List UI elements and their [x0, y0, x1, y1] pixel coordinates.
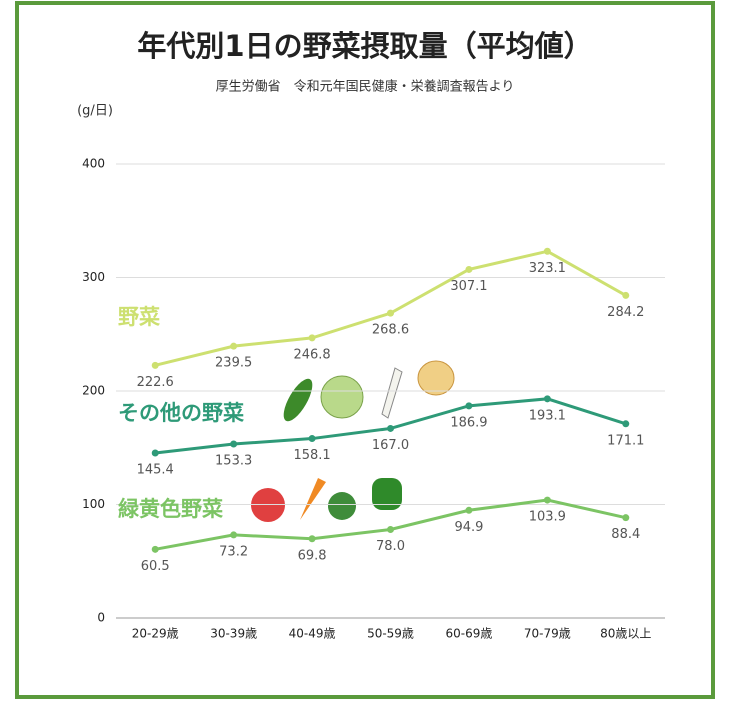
data-label: 307.1 — [450, 279, 487, 294]
data-label: 222.6 — [137, 375, 174, 390]
x-tick-label: 40-49歳 — [289, 627, 336, 641]
series-label: 野菜 — [118, 305, 160, 329]
point — [230, 531, 238, 539]
frame — [15, 1, 715, 699]
data-label: 186.9 — [450, 415, 487, 430]
point — [151, 545, 159, 553]
point — [151, 449, 159, 457]
point — [308, 535, 316, 543]
x-tick-label: 60-69歳 — [445, 627, 492, 641]
point — [230, 342, 238, 350]
point — [543, 247, 551, 255]
y-tick-label: 400 — [82, 157, 105, 171]
y-tick-label: 200 — [82, 384, 105, 398]
data-label: 323.1 — [529, 261, 566, 276]
point — [622, 291, 630, 299]
data-label: 145.4 — [137, 462, 174, 477]
data-label: 88.4 — [611, 527, 640, 542]
series-label: 緑黄色野菜 — [118, 497, 223, 521]
x-tick-label: 80歳以上 — [600, 627, 651, 641]
data-label: 78.0 — [376, 539, 405, 554]
x-tick-label: 50-59歳 — [367, 627, 414, 641]
data-label: 239.5 — [215, 356, 252, 371]
data-label: 171.1 — [607, 433, 644, 448]
y-tick-label: 0 — [97, 611, 105, 625]
x-tick-label: 20-29歳 — [132, 627, 179, 641]
point — [543, 395, 551, 403]
data-label: 94.9 — [454, 520, 483, 535]
series-label: その他の野菜 — [118, 401, 244, 425]
point — [465, 265, 473, 273]
point — [387, 525, 394, 533]
icons — [251, 360, 455, 522]
data-label: 284.2 — [607, 305, 644, 320]
point — [622, 420, 630, 428]
data-label: 158.1 — [293, 448, 330, 463]
y-axis-label: (g/日) — [77, 104, 113, 119]
chart-title: 年代別1日の野菜摂取量（平均値） — [137, 29, 592, 63]
data-label: 167.0 — [372, 438, 409, 453]
point — [387, 309, 394, 317]
point — [308, 435, 316, 443]
point — [230, 440, 238, 448]
data-label: 103.9 — [529, 510, 566, 525]
y-tick-label: 100 — [82, 497, 105, 511]
data-label: 193.1 — [529, 408, 566, 423]
data-label: 246.8 — [293, 347, 330, 362]
point — [465, 506, 473, 514]
y-tick-label: 300 — [82, 270, 105, 284]
point — [622, 514, 630, 522]
point — [465, 402, 473, 410]
point — [308, 334, 316, 342]
point — [387, 424, 394, 432]
point — [151, 361, 159, 369]
point — [543, 496, 551, 504]
data-label: 73.2 — [219, 544, 248, 559]
data-label: 153.3 — [215, 454, 252, 469]
data-label: 69.8 — [298, 548, 327, 563]
x-tick-label: 70-79歳 — [524, 627, 571, 641]
x-tick-label: 30-39歳 — [210, 627, 257, 641]
data-label: 60.5 — [141, 559, 170, 574]
data-label: 268.6 — [372, 323, 409, 338]
chart-subtitle: 厚生労働省 令和元年国民健康・栄養調査報告より — [216, 79, 515, 95]
